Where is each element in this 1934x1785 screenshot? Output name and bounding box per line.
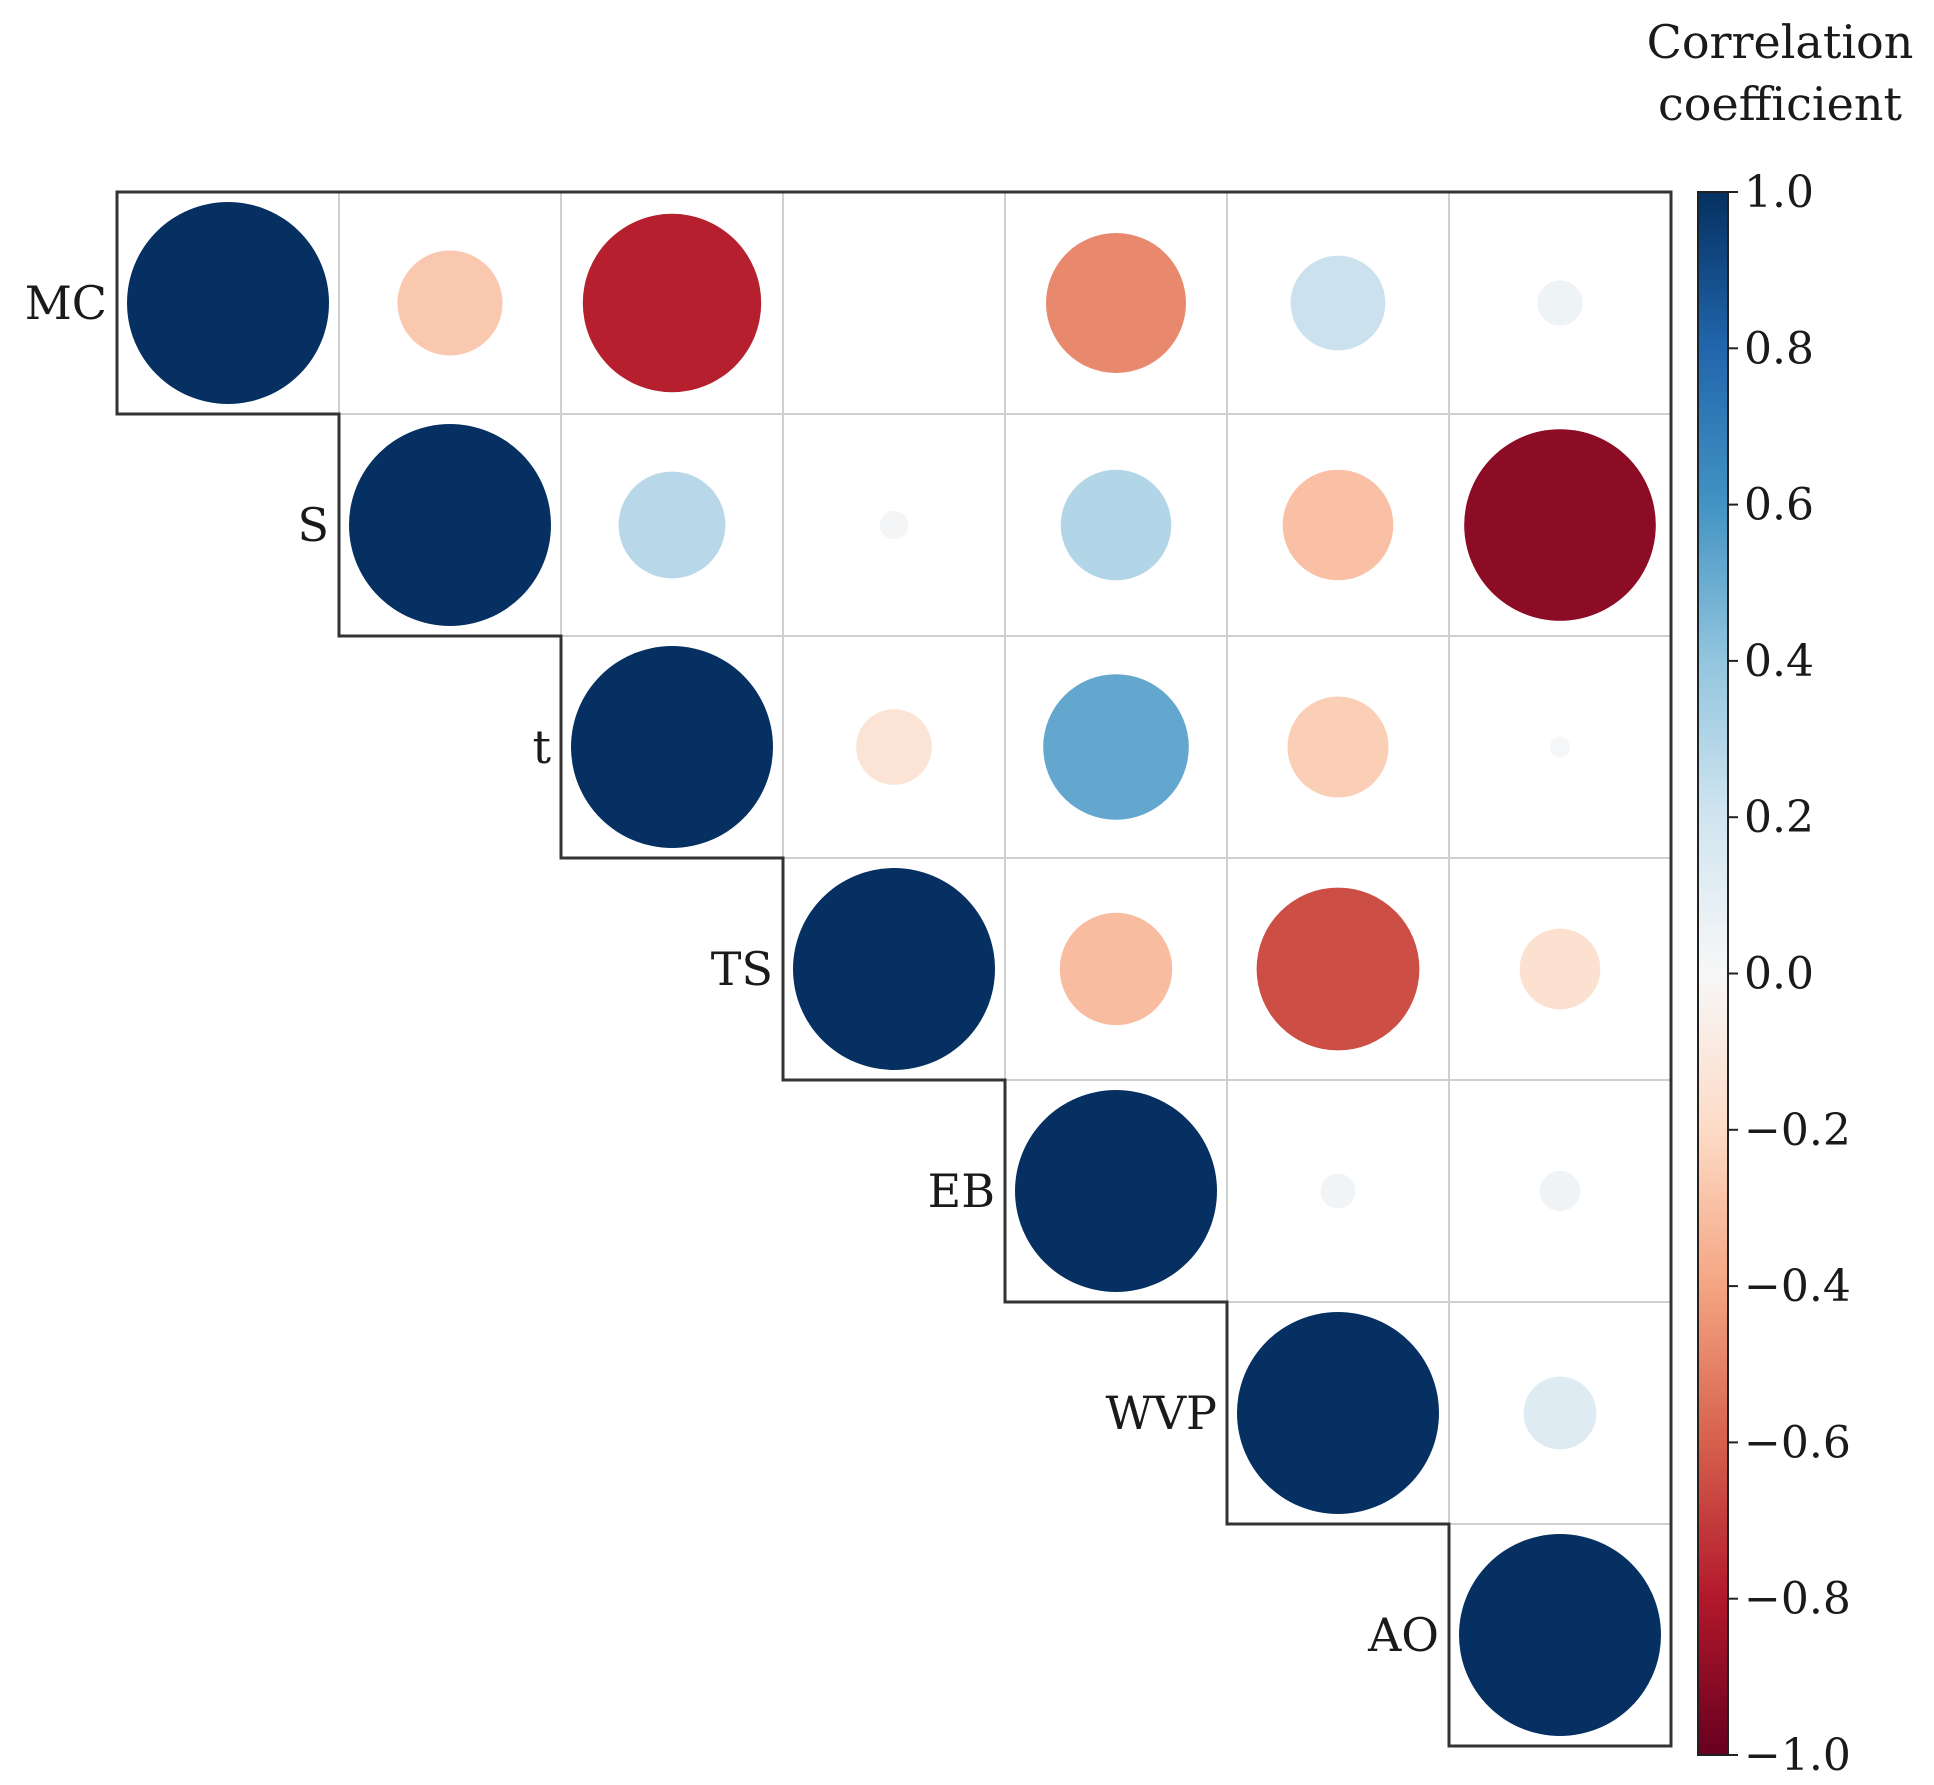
colorbar-tick-label: 0.4 [1744,636,1814,687]
row-label-t: t [533,720,552,774]
corr-circle-WVP-AO [1523,1376,1597,1450]
corr-circle-t-t [571,646,773,848]
corr-circle-S-AO [1464,429,1656,621]
colorbar-gradient-bar [1697,191,1729,1756]
colorbar-tick-label: 0.2 [1744,792,1814,843]
row-label-TS: TS [711,942,773,996]
corr-circle-MC-AO [1537,280,1583,326]
row-label-layer: MC St TS EB WVP AO [25,276,1439,1662]
colorbar-tick-label: −0.6 [1744,1417,1851,1468]
row-label-S: S [297,498,329,552]
corr-circle-TS-EB [1059,912,1173,1026]
corr-circle-MC-MC [127,202,329,404]
colorbar-tick-label: −0.4 [1744,1261,1851,1312]
corr-circle-EB-WVP [1320,1173,1356,1209]
colorbar-tick-label: −0.2 [1744,1105,1851,1156]
corr-circle-EB-EB [1015,1090,1217,1292]
corr-circle-TS-TS [793,868,995,1070]
corr-circle-S-EB [1060,469,1172,581]
corr-circle-WVP-WVP [1237,1312,1439,1514]
colorbar-tick-label: −1.0 [1744,1730,1851,1781]
row-label-MC: MC [25,276,107,330]
corr-circle-S-S [349,424,551,626]
corr-circle-TS-WVP [1256,887,1420,1051]
corr-circle-TS-AO [1519,928,1601,1010]
corr-circle-AO-AO [1459,1534,1661,1736]
circle-layer [127,202,1661,1736]
colorbar-tick-label: −0.8 [1744,1574,1851,1625]
corr-circle-t-AO [1549,736,1571,758]
corr-circle-MC-EB [1046,233,1186,373]
corr-circle-t-EB [1043,674,1189,820]
corr-circle-S-WVP [1282,469,1394,581]
corr-circle-S-t [618,471,726,579]
outline-layer [115,190,1673,1748]
colorbar-tick-label: 0.6 [1744,480,1814,531]
corr-circle-MC-TS [893,302,895,304]
row-label-EB: EB [928,1164,995,1218]
row-label-AO: AO [1367,1608,1439,1662]
colorbar-tick-label: 0.8 [1744,323,1814,374]
corr-circle-MC-t [582,213,762,393]
colorbar-tick-label: 1.0 [1744,167,1814,218]
corr-circle-t-WVP [1287,696,1389,798]
matrix-outline [115,190,1673,1748]
corr-circle-t-TS [856,709,932,785]
corr-circle-S-TS [879,510,909,540]
corr-circle-MC-WVP [1290,255,1386,351]
corr-circle-MC-S [397,250,503,356]
row-label-WVP: WVP [1106,1386,1217,1440]
colorbar-title-line: Correlation [1647,15,1914,69]
colorbar-tick-label: 0.0 [1744,949,1814,1000]
colorbar: 1.0 0.8 0.6 0.4 0.2 0.0 −0.2 −0.4 −0.6 −0.8 −1.0 Co… [1647,15,1914,1781]
corr-circle-EB-AO [1539,1170,1581,1212]
colorbar-title-line: coefficient [1658,77,1902,131]
